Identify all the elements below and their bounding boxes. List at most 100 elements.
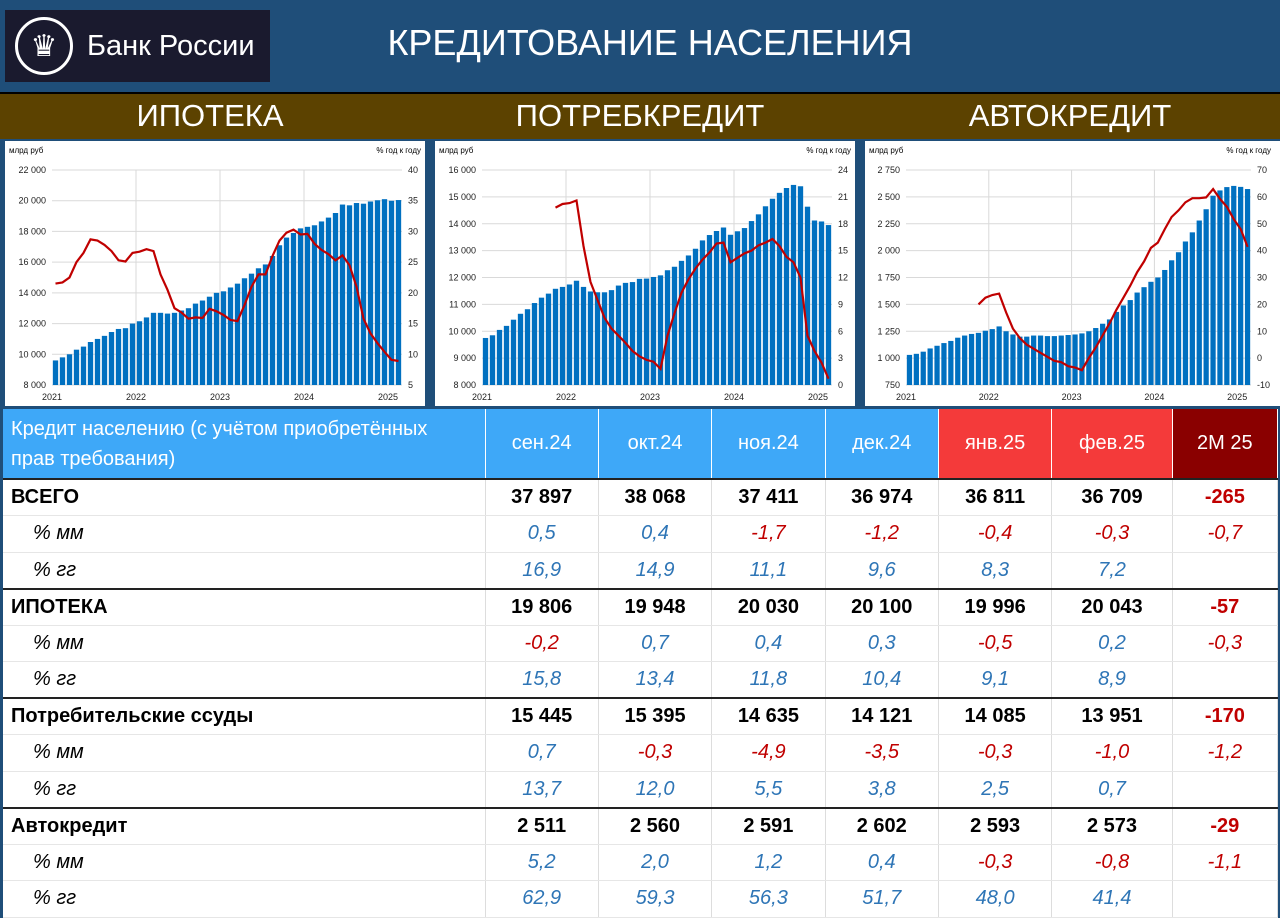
bar [678,260,685,385]
bar [1169,260,1175,385]
table-cell: 8,9 [1051,661,1173,699]
bar [699,240,706,385]
table-cell: 41,4 [1051,880,1173,918]
bar [248,273,255,385]
table-cell: 38 068 [598,478,713,516]
bar [1093,328,1099,385]
y2-tick-label: -10 [1257,380,1270,390]
bar [1189,232,1195,385]
growth-line [977,187,1249,372]
row-label: % мм [3,625,486,662]
table-cell: 36 709 [1051,478,1173,516]
bar [381,199,388,385]
table-cell: 2 602 [825,806,939,845]
y2-tick-label: 30 [1257,273,1267,283]
bar [346,205,353,385]
bar [325,217,332,385]
y2-tick-label: 70 [1257,165,1267,175]
y-tick-label: 12 000 [448,273,476,283]
bar [339,204,346,385]
bar [927,348,933,385]
row-label: % мм [3,515,486,553]
bar [517,313,524,385]
bar [276,245,283,385]
bar [982,330,988,385]
table-cell: -0,4 [938,515,1053,553]
bar [510,319,517,385]
y2-tick-label: 0 [1257,353,1262,363]
y2-tick-label: 30 [408,226,418,236]
row-label: ИПОТЕКА [3,587,486,626]
bar [552,288,559,385]
bar [748,221,755,385]
table-cell: 2 560 [598,806,713,845]
bar [1072,334,1078,385]
y-tick-label: 10 000 [18,349,46,359]
bar [318,221,325,385]
bar [1148,281,1154,385]
bar [1113,311,1120,385]
right-axis-label: % год к году [376,146,421,155]
bar [664,270,671,385]
bar [1127,300,1133,385]
bar [87,342,94,385]
table-cell: 14 085 [938,697,1053,735]
bar [1210,195,1216,385]
bar [783,188,790,385]
table-cell: -170 [1172,697,1279,735]
bar [825,225,832,385]
bar [741,228,748,385]
y-tick-label: 20 000 [18,196,46,206]
bar [566,284,573,385]
bar [776,192,783,385]
y-tick-label: 1 000 [877,353,900,363]
bar [52,360,59,385]
y2-tick-label: 25 [408,257,418,267]
x-tick-label: 2025 [808,392,828,402]
y-tick-label: 18 000 [18,226,46,236]
bar [692,248,699,385]
bar [496,329,503,385]
y-tick-label: 14 000 [18,288,46,298]
bar [573,280,580,385]
table-row: % мм 0,5 0,4 -1,7 -1,2 -0,4 -0,3 -0,7 [3,515,1279,553]
bar [524,309,531,385]
y2-tick-label: 40 [1257,246,1267,256]
table-cell: 2,0 [598,844,713,881]
y2-tick-label: 15 [838,246,848,256]
x-tick-label: 2021 [896,392,916,402]
table-cell: 15 395 [598,697,713,735]
table-cell: -1,0 [1051,734,1173,772]
column-header: фев.25 [1051,409,1173,480]
bar [685,255,692,385]
bar [531,303,538,385]
table-cell: 0,5 [485,515,599,553]
table-cell: 0,7 [485,734,599,772]
table-cell: 11,8 [711,661,826,699]
table-cell [1172,552,1279,589]
table-cell: 0,7 [598,625,713,662]
y-tick-label: 10 000 [448,326,476,336]
bar [150,312,157,385]
chart-consumer: млрд руб % год к году 8 000 9 000 10 000 11 0… [435,141,855,406]
table-cell: 19 948 [598,587,713,626]
table-cell: 0,4 [598,515,713,553]
table-cell: 5,5 [711,771,826,808]
bar [996,326,1002,385]
table-cell: 13 951 [1051,697,1173,735]
bar [164,313,171,385]
table-row: ИПОТЕКА 19 806 19 948 20 030 20 100 19 996 20 … [3,587,1279,626]
section-band: ИПОТЕКА ПОТРЕБКРЕДИТ АВТОКРЕДИТ [0,92,1280,139]
bar [122,328,129,385]
bar [1024,336,1030,385]
y-tick-label: 9 000 [453,353,476,363]
bar [1106,319,1113,385]
section-mortgage: ИПОТЕКА [136,98,284,133]
bar [73,349,80,385]
bar [115,328,122,385]
bar [559,286,566,385]
bar [636,278,643,385]
y2-tick-label: 5 [408,380,413,390]
table-cell: 2 593 [938,806,1053,845]
column-header: 2М 25 [1172,409,1279,480]
